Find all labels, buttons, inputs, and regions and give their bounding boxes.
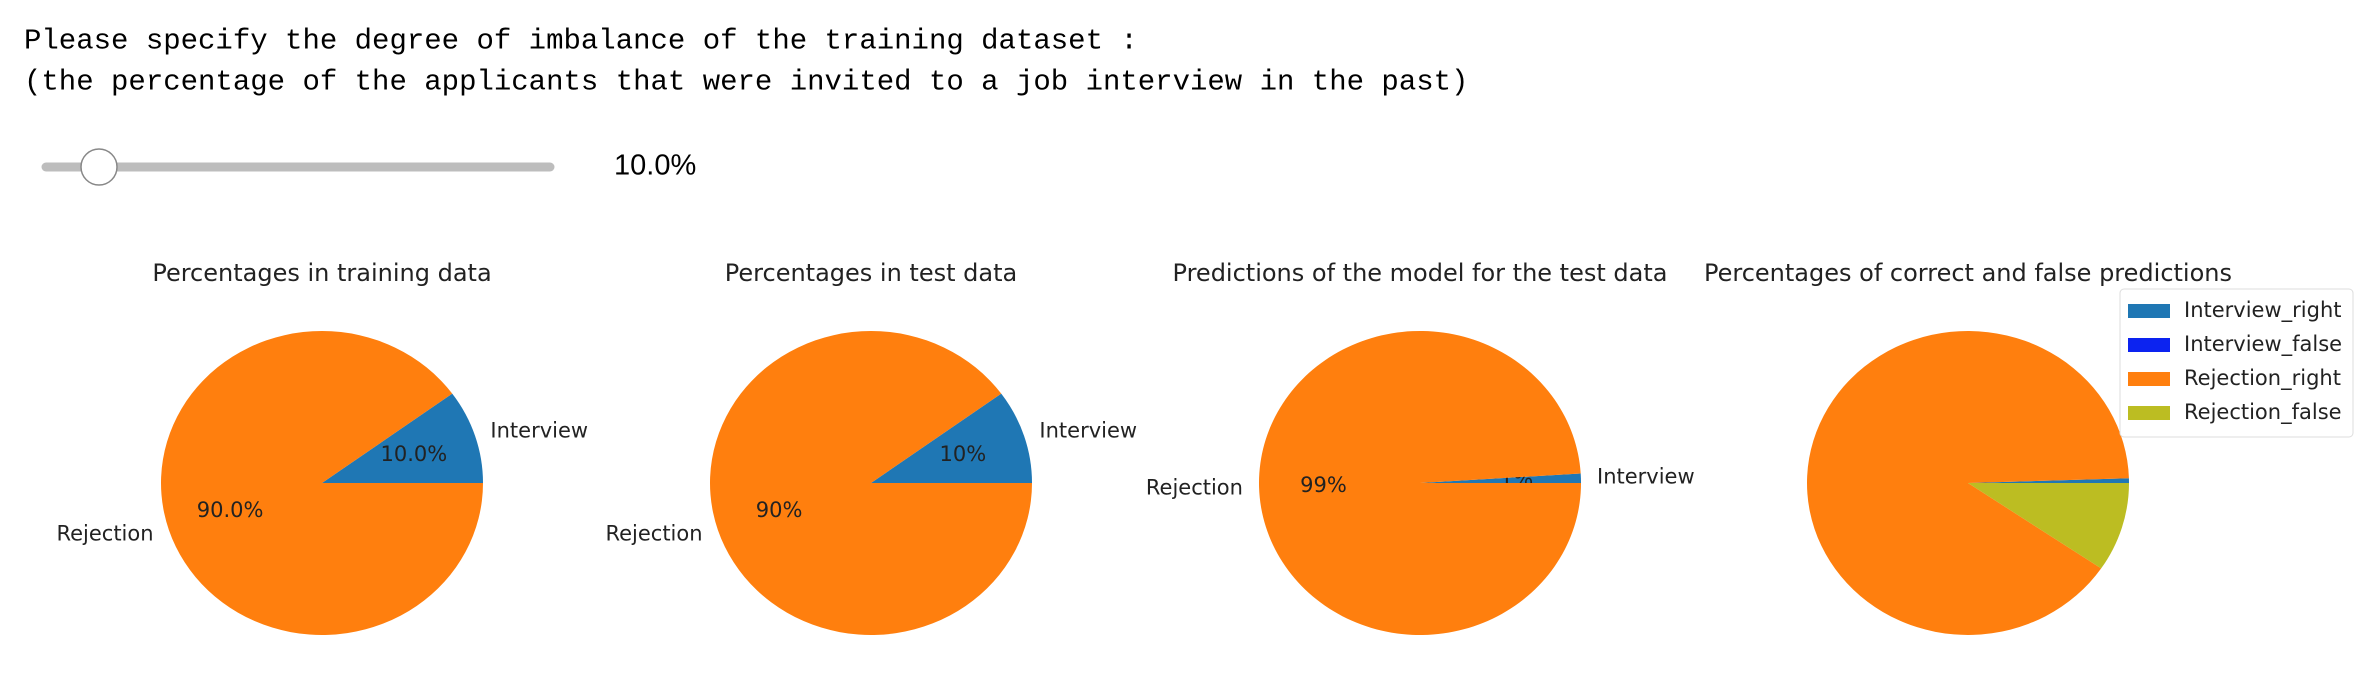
- value-label: 10%: [940, 442, 987, 466]
- legend: Interview_right Interview_false Rejection_…: [2119, 288, 2354, 438]
- pie-wedge: [710, 330, 1032, 635]
- pie-chart: Percentages in test data Interview 10% Reje…: [605, 259, 1137, 635]
- value-label: 90.0%: [197, 498, 264, 522]
- chart-title: Predictions of the model for the test da…: [1173, 259, 1668, 287]
- category-label: Rejection: [56, 522, 153, 546]
- pie-chart: Predictions of the model for the test da…: [1146, 259, 1695, 635]
- category-label: Rejection: [1146, 475, 1243, 499]
- value-label: 10.0%: [381, 442, 448, 466]
- pie-wedge: [1807, 330, 2129, 635]
- slider-value: 10.0%: [614, 150, 696, 182]
- category-label: Rejection: [605, 522, 702, 546]
- legend-swatch: [2128, 406, 2170, 420]
- pie-wedge: [1420, 473, 1581, 483]
- legend-swatch: [2128, 372, 2170, 386]
- legend-swatch: [2128, 338, 2170, 352]
- pie-chart: Percentages in training data Interview 10.…: [56, 259, 588, 635]
- slider[interactable]: [41, 148, 555, 186]
- category-label: Interview: [490, 418, 588, 442]
- legend-label: Rejection_false: [2184, 400, 2342, 425]
- legend-label: Rejection_right: [2184, 366, 2341, 391]
- category-label: Interview: [1039, 418, 1137, 442]
- legend-label: Interview_false: [2184, 332, 2342, 357]
- legend-label: Interview_right: [2184, 298, 2342, 323]
- pie-wedge: [1968, 483, 2129, 569]
- category-label: Interview: [1597, 465, 1695, 489]
- chart-title: Percentages of correct and false predict…: [1704, 259, 2232, 287]
- pie-wedge: [871, 393, 1032, 483]
- charts: Percentages in training data Interview 10.…: [56, 259, 2354, 635]
- pie-chart: Percentages of correct and false predict…: [1704, 259, 2354, 635]
- pie-wedge: [1968, 478, 2129, 483]
- legend-frame: [2119, 288, 2354, 438]
- pie-wedge: [322, 393, 483, 483]
- pie-wedge: [1259, 330, 1581, 635]
- pie-wedge: [161, 330, 484, 635]
- legend-swatch: [2128, 304, 2170, 318]
- value-label: 90%: [756, 498, 803, 522]
- prompt-line: Please specify the degree of imbalance o…: [24, 25, 1138, 58]
- chart-title: Percentages in training data: [152, 259, 491, 287]
- slider-handle[interactable]: [80, 148, 118, 186]
- prompt-line: (the percentage of the applicants that w…: [24, 66, 1468, 99]
- value-label: 99%: [1300, 473, 1347, 497]
- chart-title: Percentages in test data: [725, 259, 1017, 287]
